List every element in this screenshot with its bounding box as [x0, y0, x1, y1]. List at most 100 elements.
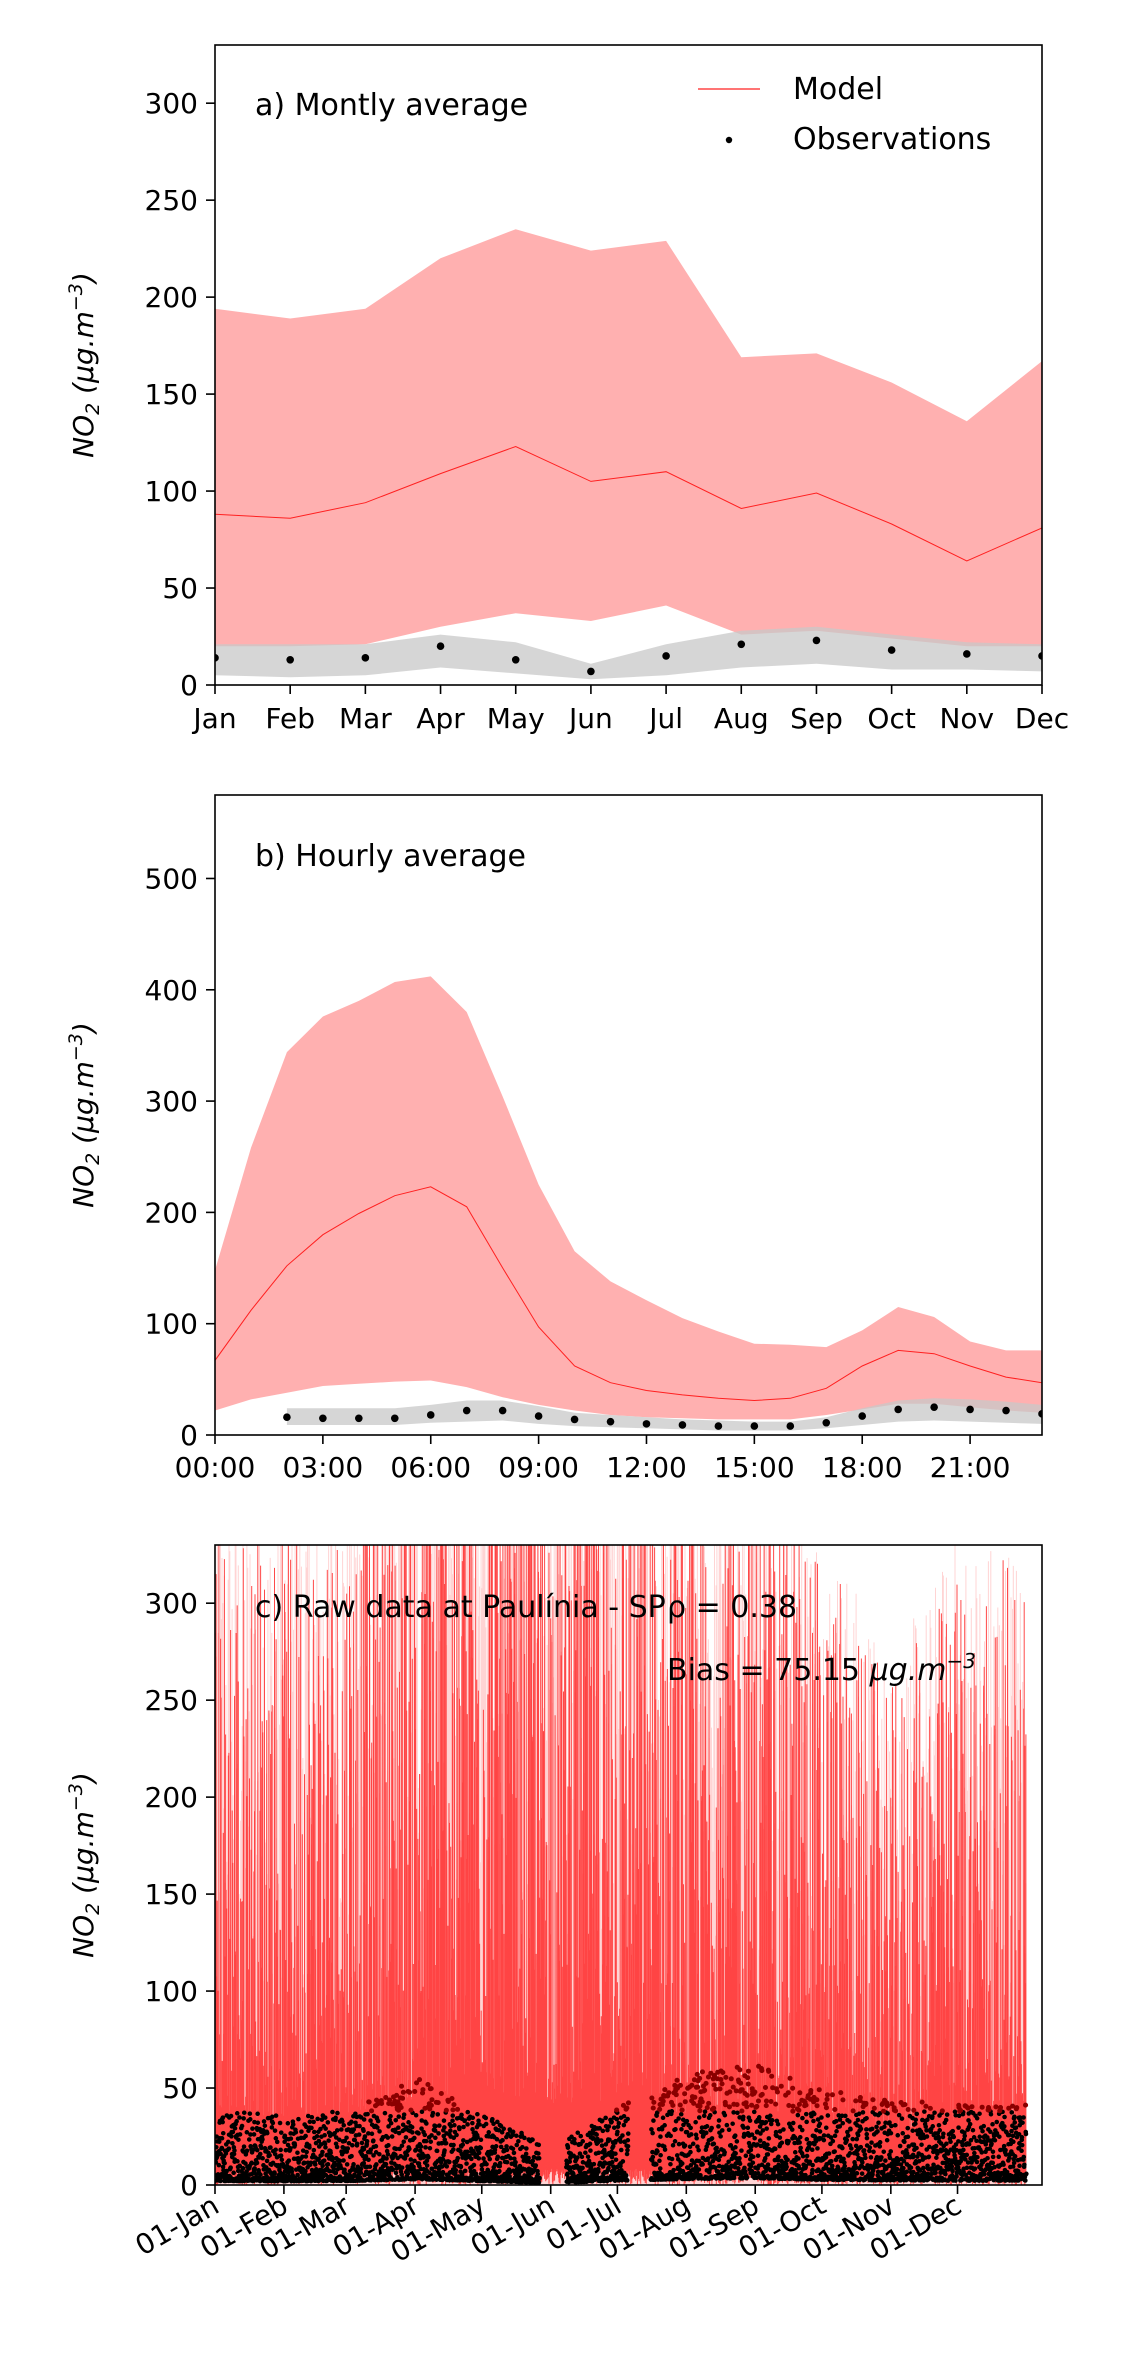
x-axis: Jan Feb Mar Apr May Jun Jul Aug Sep Oct Nov Dec: [191, 685, 1069, 735]
observation-point: [812, 636, 821, 645]
legend: Model Observations: [698, 72, 991, 157]
observation-point: [319, 1414, 327, 1423]
y-axis-label: NO2 (μg.m−3): [65, 1022, 104, 1208]
y-tick-label: 300: [145, 1085, 198, 1118]
observation-point: [750, 1422, 759, 1430]
observation-point: [570, 1415, 579, 1424]
legend-observations-swatch: [725, 136, 733, 144]
observation-point: [662, 652, 670, 660]
x-tick-label: 18:00: [822, 1451, 903, 1484]
observation-point: [737, 640, 746, 649]
y-tick-label: 200: [145, 281, 198, 314]
y-axis: 0 100 200 300 400 500: [145, 862, 215, 1452]
x-tick-label: Dec: [1015, 702, 1069, 735]
observation-range-band: [215, 626, 1042, 680]
observation-point: [1038, 1410, 1042, 1418]
observation-point: [436, 642, 445, 651]
y-axis-label: NO2 (μg.m−3): [65, 272, 104, 458]
observation-point: [361, 654, 370, 662]
x-tick-label: 06:00: [390, 1451, 471, 1484]
observation-point: [930, 1403, 938, 1411]
observation-point: [426, 1411, 435, 1419]
observation-point: [894, 1405, 902, 1414]
observation-point: [355, 1414, 363, 1423]
observation-point: [1002, 1406, 1010, 1415]
observation-point: [822, 1418, 831, 1427]
observation-hourly-points: [215, 2063, 1029, 2185]
panel-hourly: 0 100 200 300 400 500 00:00 03:00 06:00 09:00 12:…: [65, 794, 1043, 1484]
x-tick-label: Jul: [647, 702, 683, 735]
x-tick-label: Sep: [790, 702, 843, 735]
model-mean-line: [215, 445, 1042, 562]
y-tick-label: 250: [145, 1684, 198, 1717]
observation-point: [786, 1422, 795, 1430]
y-tick-label: 150: [145, 1878, 198, 1911]
bias-stat: Bias = 75.15 μg.m−3: [667, 1649, 976, 1688]
y-tick-label: 100: [145, 1308, 198, 1341]
legend-model-label: Model: [793, 72, 883, 107]
y-tick-label: 250: [145, 184, 198, 217]
observation-points: [215, 636, 1042, 676]
y-tick-label: 500: [145, 862, 198, 895]
model-range-band: [215, 229, 1042, 647]
observation-point: [534, 1412, 543, 1420]
observation-point: [390, 1414, 399, 1423]
x-axis: 00:00 03:00 06:00 09:00 12:00 15:00 18:00 21:00: [175, 1435, 1011, 1484]
y-tick-label: 50: [162, 572, 198, 605]
observation-point: [283, 1413, 291, 1421]
x-tick-label: 03:00: [283, 1451, 364, 1484]
y-tick-label: 100: [145, 1975, 198, 2008]
observation-point: [714, 1422, 723, 1430]
y-tick-label: 50: [162, 2072, 198, 2105]
observation-point: [587, 667, 595, 676]
observation-point: [286, 655, 294, 664]
x-tick-label: Feb: [265, 702, 315, 735]
plot-area-frame: [214, 794, 1043, 1436]
model-hourly-series: [215, 1545, 1027, 2185]
panel-raw: 0 50 100 150 200 250 300 01-Jan01-Feb01-Mar01-…: [65, 1544, 1043, 2269]
x-tick-label: Jun: [567, 702, 613, 735]
x-axis: 01-Jan01-Feb01-Mar01-Apr01-May01-Jun01-J…: [130, 2185, 967, 2269]
observation-range-band: [286, 1398, 1042, 1431]
x-tick-label: 21:00: [930, 1451, 1011, 1484]
x-tick-label: Oct: [867, 702, 915, 735]
y-axis: 0 50 100 150 200 250 300: [145, 87, 215, 702]
observation-point-high: [366, 2063, 1029, 2114]
panel-label: c) Raw data at Paulínia - SP: [255, 1590, 666, 1625]
x-tick-label: Mar: [339, 702, 392, 735]
y-tick-label: 300: [145, 1587, 198, 1620]
x-tick-label: 00:00: [175, 1451, 256, 1484]
y-axis: 0 50 100 150 200 250 300: [145, 1587, 215, 2202]
y-tick-label: 150: [145, 378, 198, 411]
x-tick-label: Nov: [939, 702, 994, 735]
correlation-stat: ρ = 0.38: [667, 1590, 797, 1625]
panel-label: a) Montly average: [255, 88, 528, 123]
plot-area-frame: [214, 44, 1043, 686]
observation-point: [606, 1417, 615, 1426]
observation-point: [678, 1421, 687, 1429]
observation-point: [963, 650, 971, 658]
panel-monthly: 0 50 100 150 200 250 300 Jan Feb Mar Apr May Jun Jul…: [65, 44, 1069, 735]
observation-point: [498, 1406, 507, 1415]
observation-point: [887, 646, 896, 654]
observation-point: [642, 1420, 651, 1428]
observation-point: [215, 654, 219, 662]
y-tick-label: 400: [145, 974, 198, 1007]
legend-observations-label: Observations: [793, 122, 991, 157]
x-tick-label: May: [487, 702, 545, 735]
panel-label: b) Hourly average: [255, 839, 526, 874]
y-tick-label: 0: [180, 669, 198, 702]
x-tick-label: 15:00: [714, 1451, 795, 1484]
plot-area-frame: [214, 1544, 1043, 2186]
observation-point: [1038, 652, 1042, 660]
x-tick-label: 12:00: [606, 1451, 687, 1484]
observation-points: [283, 1403, 1042, 1430]
observation-point: [462, 1406, 471, 1415]
y-tick-label: 200: [145, 1781, 198, 1814]
model-mean-line: [215, 1186, 1042, 1402]
observation-point: [966, 1405, 974, 1414]
y-tick-label: 300: [145, 87, 198, 120]
x-tick-label: Aug: [714, 702, 769, 735]
y-tick-label: 100: [145, 475, 198, 508]
